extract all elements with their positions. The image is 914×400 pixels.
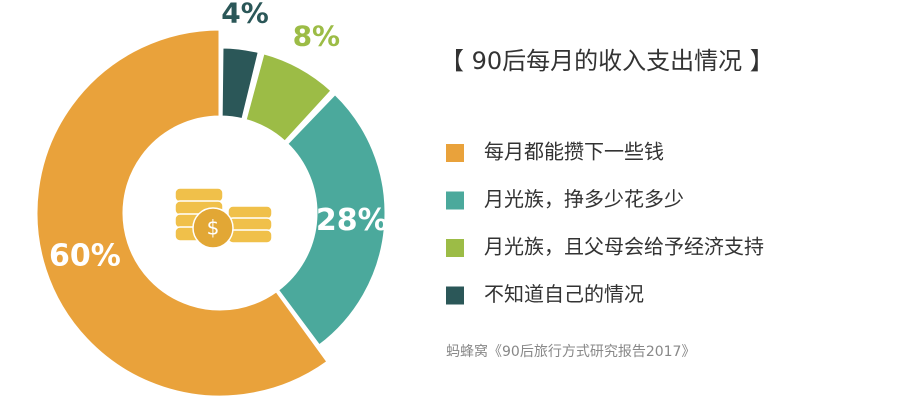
source: 蚂蜂窝《90后旅行方式研究报告2017》	[446, 343, 695, 360]
legend-swatch	[446, 144, 464, 162]
donut-slice	[275, 91, 388, 349]
donut-slice	[243, 50, 335, 145]
legend-swatch	[446, 239, 464, 257]
data-label: 60%	[49, 238, 121, 273]
legend-label: 不知道自己的情况	[484, 282, 644, 306]
donut-slice	[34, 27, 331, 399]
data-label: 4%	[221, 0, 269, 30]
legend-swatch	[446, 191, 464, 210]
svg-text:$: $	[207, 216, 220, 240]
legend-label: 月光族，且父母会给予经济支持	[484, 235, 764, 259]
legend-swatch	[446, 286, 464, 305]
data-label: 28%	[316, 203, 388, 238]
donut-slice	[219, 45, 262, 122]
legend-label: 月光族，挣多少花多少	[484, 187, 684, 211]
data-label: 8%	[293, 20, 341, 53]
chart-title: 【 90后每月的收入支出情况 】	[440, 47, 774, 75]
coin-icon: $	[174, 187, 273, 249]
legend-label: 每月都能攒下一些钱	[484, 140, 664, 164]
